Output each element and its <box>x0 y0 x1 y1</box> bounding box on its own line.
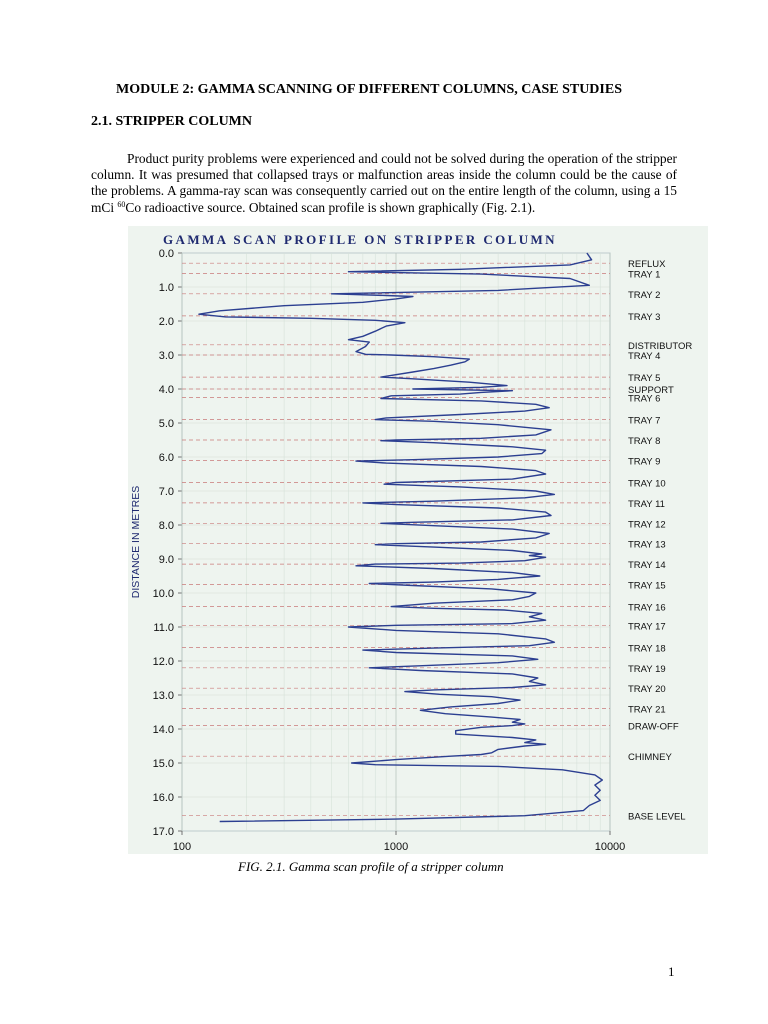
level-label-tray-18: TRAY 18 <box>628 643 666 654</box>
level-label-tray-16: TRAY 16 <box>628 603 666 614</box>
level-label-tray-11: TRAY 11 <box>628 499 665 510</box>
level-label-draw-off: DRAW-OFF <box>628 722 679 733</box>
y-tick-label: 15.0 <box>153 758 174 770</box>
x-tick-label: 10000 <box>595 841 626 853</box>
level-label-tray-21: TRAY 21 <box>628 705 666 716</box>
y-axis-label: DISTANCE IN METRES <box>130 486 142 598</box>
level-label-base-level: BASE LEVEL <box>628 812 686 823</box>
x-tick-label: 100 <box>173 841 191 853</box>
y-tick-label: 0.0 <box>159 248 174 260</box>
y-tick-label: 2.0 <box>159 316 174 328</box>
y-tick-label: 10.0 <box>153 588 174 600</box>
level-label-tray-20: TRAY 20 <box>628 684 666 695</box>
y-tick-label: 6.0 <box>159 452 174 464</box>
y-tick-label: 16.0 <box>153 792 174 804</box>
gamma-scan-figure: GAMMA SCAN PROFILE ON STRIPPER COLUMN DI… <box>128 226 708 854</box>
y-tick-label: 4.0 <box>159 384 174 396</box>
level-label-tray-5: TRAY 5 <box>628 373 660 384</box>
level-label-tray-14: TRAY 14 <box>628 560 666 571</box>
y-tick-label: 13.0 <box>153 690 174 702</box>
level-label-distributor: DISTRIBUTOR <box>628 341 692 352</box>
paragraph-text-before: Product purity problems were experienced… <box>91 151 677 215</box>
level-label-tray-10: TRAY 10 <box>628 479 666 490</box>
y-tick-label: 3.0 <box>159 350 174 362</box>
gamma-scan-chart: GAMMA SCAN PROFILE ON STRIPPER COLUMN DI… <box>130 232 693 853</box>
y-tick-label: 7.0 <box>159 486 174 498</box>
level-label-tray-8: TRAY 8 <box>628 436 660 447</box>
level-label-chimney: CHIMNEY <box>628 752 672 763</box>
level-label-tray-3: TRAY 3 <box>628 312 660 323</box>
isotope-superscript: 60 <box>117 199 126 209</box>
level-label-tray-1: TRAY 1 <box>628 269 660 280</box>
y-tick-label: 5.0 <box>159 418 174 430</box>
level-label-tray-2: TRAY 2 <box>628 290 660 301</box>
level-label-tray-13: TRAY 13 <box>628 540 666 551</box>
level-label-tray-6: TRAY 6 <box>628 394 660 405</box>
section-heading: 2.1. STRIPPER COLUMN <box>91 114 253 129</box>
module-title: MODULE 2: GAMMA SCANNING OF DIFFERENT CO… <box>116 82 622 97</box>
y-tick-label: 11.0 <box>153 622 174 634</box>
x-tick-label: 1000 <box>384 841 408 853</box>
level-label-tray-19: TRAY 19 <box>628 664 666 675</box>
y-tick-label: 14.0 <box>153 724 174 736</box>
figure-caption: FIG. 2.1. Gamma scan profile of a stripp… <box>238 859 504 874</box>
scan-profile-line <box>198 252 603 823</box>
y-tick-label: 12.0 <box>153 656 174 668</box>
plot-layer: 0.0 1.0 2.0 3.0 4.0 5.0 6.0 7.0 8.0 9.0 10.0 11.0 12… <box>153 248 693 853</box>
y-tick-label: 9.0 <box>159 554 174 566</box>
level-label-reflux: REFLUX <box>628 259 666 270</box>
level-label-support: SUPPORT <box>628 385 674 396</box>
level-label-tray-17: TRAY 17 <box>628 621 666 632</box>
paragraph-text-after: Co radioactive source. Obtained scan pro… <box>125 199 536 215</box>
level-label-tray-15: TRAY 15 <box>628 581 666 592</box>
level-label-tray-7: TRAY 7 <box>628 416 660 427</box>
y-tick-label: 17.0 <box>153 826 174 838</box>
body-paragraph: Product purity problems were experienced… <box>91 151 677 216</box>
level-label-tray-4: TRAY 4 <box>628 351 660 362</box>
y-tick-label: 1.0 <box>159 282 174 294</box>
level-label-tray-9: TRAY 9 <box>628 456 660 467</box>
page-number: 1 <box>668 964 675 979</box>
level-label-tray-12: TRAY 12 <box>628 519 666 530</box>
chart-title: GAMMA SCAN PROFILE ON STRIPPER COLUMN <box>163 232 557 247</box>
y-tick-label: 8.0 <box>159 520 174 532</box>
